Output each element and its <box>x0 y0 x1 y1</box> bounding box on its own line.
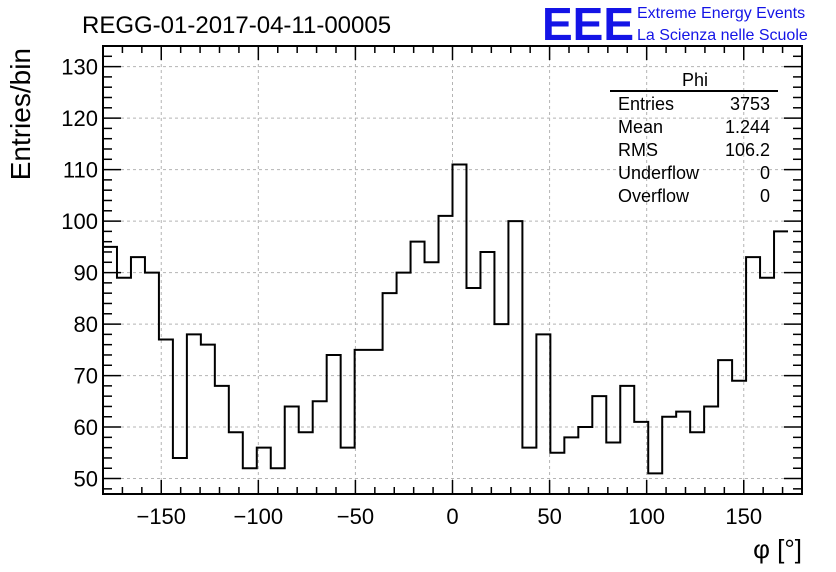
y-tick-label: 130 <box>61 55 98 80</box>
y-axis-label: Entries/bin <box>5 48 36 180</box>
histogram-bin <box>732 381 746 494</box>
histogram-bin <box>341 448 355 494</box>
histogram-bin <box>718 360 732 494</box>
histogram-bin <box>494 324 508 494</box>
histogram-bin <box>425 262 439 494</box>
histogram-bin <box>466 288 480 494</box>
y-axis-ticks: 50 60 70 80 90 100 110 120 130 <box>61 45 802 492</box>
histogram-bin <box>215 386 229 494</box>
histogram-bin <box>355 350 369 494</box>
histogram-bin <box>648 473 662 494</box>
histogram-bin <box>564 437 578 494</box>
stats-value: 3753 <box>730 94 770 114</box>
eee-logo: EEE Extreme Energy Events La Scienza nel… <box>542 0 808 50</box>
histogram-bin <box>103 247 117 494</box>
x-tick-label: −50 <box>337 504 374 529</box>
histogram-bin <box>606 443 620 494</box>
histogram-bin <box>397 273 411 494</box>
histogram-bin <box>453 164 467 494</box>
histogram-bin <box>187 334 201 494</box>
histogram-bin <box>229 432 243 494</box>
histogram-bin <box>117 278 131 494</box>
x-axis-ticks: −150 −100 −50 0 50 100 150 <box>102 46 803 529</box>
histogram-bin <box>676 412 690 494</box>
histogram-bin <box>536 334 550 494</box>
x-tick-label: −150 <box>136 504 186 529</box>
y-tick-label: 80 <box>74 312 98 337</box>
y-tick-label: 110 <box>63 158 98 183</box>
stats-label: Entries <box>618 94 674 114</box>
histogram-bin <box>299 432 313 494</box>
histogram-bin <box>550 453 564 494</box>
stats-value: 1.244 <box>725 117 770 137</box>
y-tick-label: 100 <box>61 209 98 234</box>
histogram-bin <box>369 350 383 494</box>
stats-rows: Entries 3753 Mean 1.244 RMS 106.2 Underflow 0 Ov… <box>618 94 770 206</box>
histogram-bin <box>201 345 215 494</box>
histogram-bins <box>103 163 789 494</box>
histogram-bin <box>439 216 453 494</box>
histogram-bin <box>592 396 606 494</box>
x-tick-label: 0 <box>446 504 458 529</box>
stats-value: 0 <box>760 163 770 183</box>
x-tick-label: 100 <box>628 504 665 529</box>
x-axis-label: φ [°] <box>753 534 802 564</box>
y-tick-label: 50 <box>74 467 98 492</box>
histogram-bin <box>578 427 592 494</box>
y-tick-label: 60 <box>74 415 98 440</box>
y-tick-label: 120 <box>61 106 98 131</box>
histogram-bin <box>522 448 536 494</box>
histogram-bin <box>285 406 299 494</box>
histogram-bin <box>243 468 257 494</box>
x-tick-label: 50 <box>537 504 561 529</box>
logo-mark: EEE <box>542 0 634 50</box>
x-tick-label: −100 <box>234 504 284 529</box>
stats-label: Overflow <box>618 186 690 206</box>
histogram-bin <box>313 401 327 494</box>
chart-title: REGG-01-2017-04-11-00005 <box>82 12 391 39</box>
histogram-bin <box>774 231 788 494</box>
histogram-bin <box>746 257 760 494</box>
stats-value: 106.2 <box>725 140 770 160</box>
stats-title: Phi <box>682 70 708 90</box>
histogram-bin <box>480 252 494 494</box>
histogram-bin <box>704 406 718 494</box>
histogram-bin <box>662 417 676 494</box>
logo-line-2: La Scienza nelle Scuole <box>637 27 808 44</box>
histogram-outline <box>103 163 789 475</box>
stats-box: Phi Entries 3753 Mean 1.244 RMS 106.2 Underflo… <box>610 70 778 206</box>
logo-line-1: Extreme Energy Events <box>637 5 805 22</box>
stats-label: Underflow <box>618 163 700 183</box>
histogram-bin <box>411 242 425 494</box>
histogram-bin <box>327 355 341 494</box>
y-tick-label: 70 <box>74 364 98 389</box>
histogram-bin <box>145 273 159 494</box>
histogram-bin <box>620 386 634 494</box>
stats-label: Mean <box>618 117 663 137</box>
histogram-bin <box>760 278 774 494</box>
histogram-bin <box>159 340 173 494</box>
histogram-bin <box>508 221 522 494</box>
histogram-bin <box>383 293 397 494</box>
y-tick-label: 90 <box>74 261 98 286</box>
stats-value: 0 <box>760 186 770 206</box>
histogram-bin <box>131 257 145 494</box>
histogram-bin <box>690 432 704 494</box>
histogram-bin <box>173 458 187 494</box>
stats-label: RMS <box>618 140 658 160</box>
x-tick-label: 150 <box>725 504 762 529</box>
